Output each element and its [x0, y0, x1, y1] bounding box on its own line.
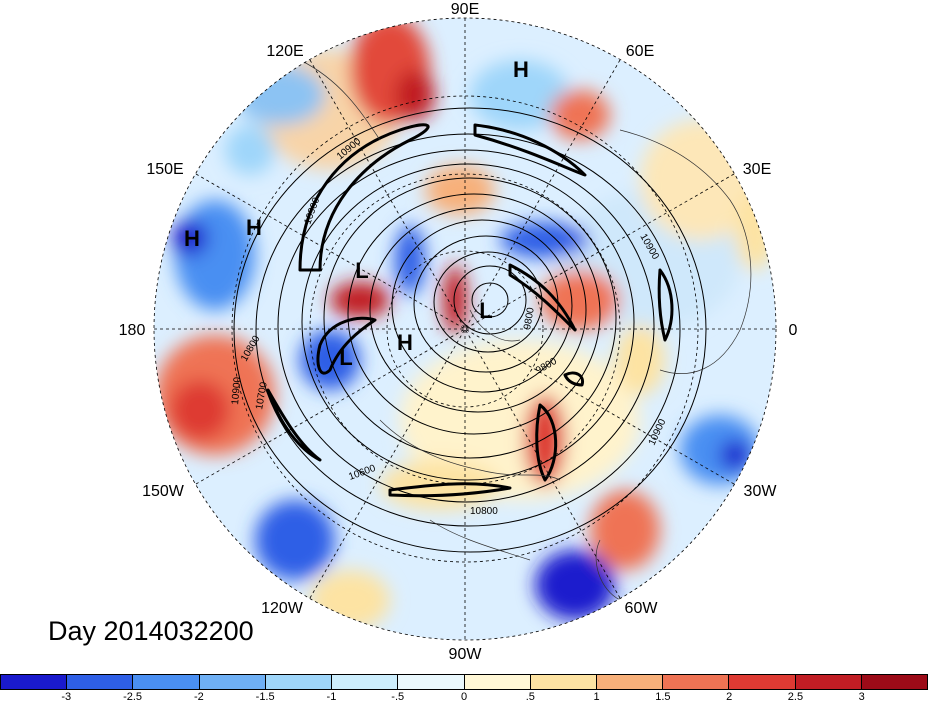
lon-label-30e: 30E	[743, 161, 771, 178]
lon-label-150w: 150W	[142, 483, 185, 500]
colorbar-swatch	[133, 675, 200, 689]
colorbar-swatch	[398, 675, 465, 689]
colorbar-tick-label: -.5	[391, 691, 405, 703]
colorbar-swatch	[199, 675, 266, 689]
lon-label-150e: 150E	[146, 161, 183, 178]
pressure-centers: H H H L L L H	[184, 57, 529, 370]
colorbar-swatch	[265, 675, 333, 689]
colorbar-tick-label: -1.5	[255, 691, 275, 703]
colorbar: -3 -2.5 -2 -1.5 -1 -.5 0 .5 1 1.5 2 2.5 3	[0, 674, 928, 704]
lon-label-120e: 120E	[266, 43, 303, 60]
graticule	[153, 17, 777, 641]
lon-label-180: 180	[119, 322, 146, 339]
pressure-center-low: L	[339, 345, 352, 370]
lon-label-30w: 30W	[744, 483, 778, 500]
colorbar-tick-label: 1	[593, 691, 600, 703]
lon-label-120w: 120W	[261, 600, 304, 617]
colorbar-tick-label: -3	[61, 691, 72, 703]
contour-label: 10700	[254, 381, 270, 411]
colorbar-swatch	[464, 675, 531, 689]
longitude-labels: 90E 120E 60E 150E 30E 180 0 150W 30W 120…	[119, 1, 798, 663]
lon-label-90w: 90W	[449, 646, 483, 663]
colorbar-tick-label: -2.5	[123, 691, 143, 703]
colorbar-swatch	[0, 675, 68, 689]
pressure-center-high: H	[246, 215, 262, 240]
pressure-center-high: H	[513, 57, 529, 82]
colorbar-tick-label: -1	[326, 691, 337, 703]
colorbar-tick-label: 2.5	[787, 691, 804, 703]
colorbar-tick-label: 0	[460, 691, 468, 703]
colorbar-swatch	[663, 675, 730, 689]
colorbar-tick-label: .5	[525, 691, 535, 703]
colorbar-swatch	[530, 675, 597, 689]
colorbar-tick-label: 1.5	[655, 691, 671, 703]
pressure-center-high: H	[184, 226, 200, 251]
colorbar-swatch	[596, 675, 664, 689]
pressure-center-low: L	[479, 298, 492, 323]
colorbar-swatches	[0, 674, 928, 690]
lon-label-90e: 90E	[451, 1, 479, 18]
pressure-center-low: L	[355, 258, 368, 283]
map-title: Day 2014032200	[48, 616, 254, 646]
lon-label-60w: 60W	[625, 600, 659, 617]
polar-map: 90E 120E 60E 150E 30E 180 0 150W 30W 120…	[119, 1, 798, 663]
contour-label: 9800	[522, 306, 537, 330]
colorbar-tick-label: -2	[193, 691, 204, 703]
colorbar-swatch	[861, 675, 928, 689]
lon-label-60e: 60E	[626, 43, 654, 60]
colorbar-tick-label: 2	[726, 691, 733, 703]
colorbar-swatch	[67, 675, 134, 689]
contour-label: 10900	[230, 376, 243, 405]
colorbar-tick-label: 3	[858, 691, 865, 703]
height-contours	[233, 107, 707, 553]
lon-label-0: 0	[789, 322, 798, 339]
colorbar-swatch	[795, 675, 862, 689]
pressure-center-high: H	[397, 330, 413, 355]
colorbar-swatch	[729, 675, 796, 689]
jet-contours	[266, 123, 674, 498]
contour-label: 10800	[470, 506, 498, 517]
colorbar-swatch	[332, 675, 399, 689]
colorbar-tick-labels: -3 -2.5 -2 -1.5 -1 -.5 0 .5 1 1.5 2 2.5 3	[0, 690, 928, 704]
